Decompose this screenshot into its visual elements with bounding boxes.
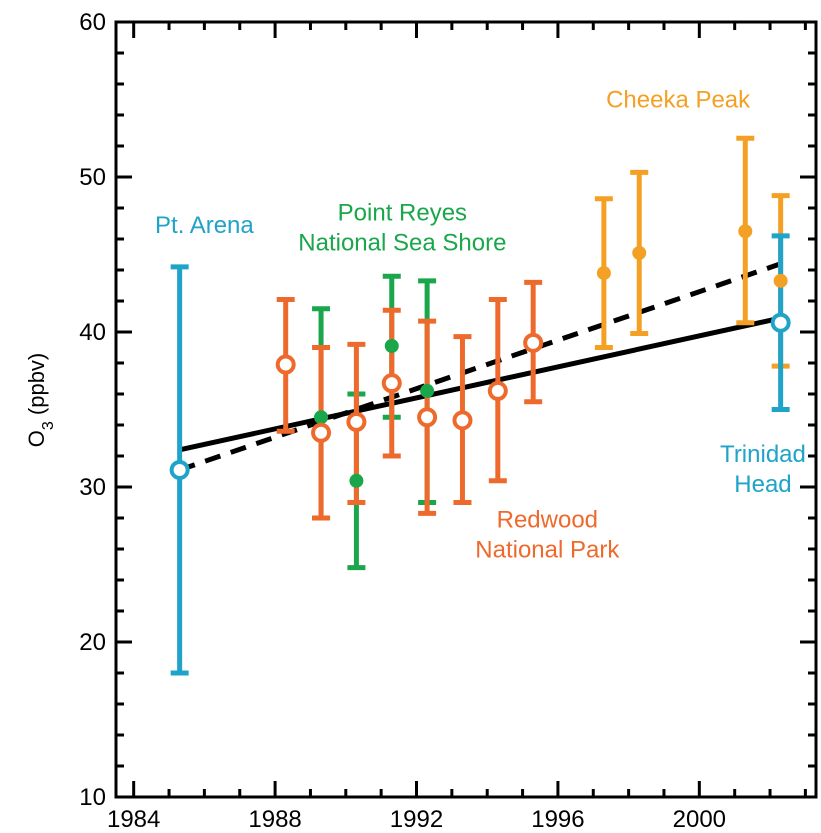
annotation-line: Cheeka Peak xyxy=(606,86,751,113)
point-reyes-national-sea-shore-point xyxy=(349,473,364,488)
annotation-line: National Park xyxy=(475,536,620,563)
point-reyes-national-sea-shore-point xyxy=(314,410,329,425)
redwood-national-park-point xyxy=(346,411,367,432)
redwood-national-park-point xyxy=(523,332,544,353)
annotation-line: Pt. Arena xyxy=(155,212,254,239)
redwood-national-park-point xyxy=(381,373,402,394)
trend-line-dashed xyxy=(178,261,782,473)
annotation-redwood-national-park: Redwood National Park xyxy=(475,506,620,563)
annotations-group: Pt. Arena Point Reyes National Sea Shore Ch… xyxy=(155,86,806,563)
redwood-national-park-point xyxy=(487,380,508,401)
data-points-group xyxy=(169,224,791,488)
y-axis-title: O3 (ppbv) xyxy=(24,353,57,448)
annotation-trinidad-head: Trinidad Head xyxy=(720,441,806,498)
annotation-point-reyes-national-sea-shore: Point Reyes National Sea Shore xyxy=(298,199,506,256)
x-tick-label: 1996 xyxy=(531,806,584,833)
tick-labels-group: 10 20 30 40 50 60 1984 1988 1992 1996 2000 xyxy=(79,9,726,833)
y-axis-title-main: O xyxy=(24,430,49,447)
cheeka-peak-point xyxy=(773,273,788,288)
cheeka-peak-point xyxy=(632,245,647,260)
y-tick-label: 10 xyxy=(79,784,106,811)
redwood-national-park-point xyxy=(311,422,332,443)
cheeka-peak-point xyxy=(596,266,611,281)
pt-arena-point xyxy=(169,459,190,480)
trend-line-solid xyxy=(179,315,782,453)
y-tick-label: 20 xyxy=(79,629,106,656)
y-tick-label: 40 xyxy=(79,319,106,346)
annotation-line: Trinidad xyxy=(720,441,806,468)
annotation-line: National Sea Shore xyxy=(298,229,506,256)
annotation-line: Point Reyes xyxy=(338,199,467,226)
annotation-cheeka-peak: Cheeka Peak xyxy=(606,86,751,113)
axes-group xyxy=(114,20,818,799)
x-tick-label: 2000 xyxy=(673,806,726,833)
x-tick-label: 1992 xyxy=(390,806,443,833)
point-reyes-national-sea-shore-point xyxy=(420,383,435,398)
y-tick-label: 50 xyxy=(79,164,106,191)
point-reyes-national-sea-shore-point xyxy=(384,338,399,353)
trinidad-head-point xyxy=(770,312,791,333)
annotation-line: Redwood xyxy=(497,506,598,533)
y-tick-label: 30 xyxy=(79,474,106,501)
annotation-pt-arena: Pt. Arena xyxy=(155,212,254,239)
redwood-national-park-point xyxy=(452,410,473,431)
x-tick-label: 1988 xyxy=(248,806,301,833)
annotation-line: Head xyxy=(734,471,791,498)
cheeka-peak-point xyxy=(738,224,753,239)
plot-frame xyxy=(114,20,818,799)
y-axis-title-suffix: (ppbv) xyxy=(24,353,49,421)
trend-lines-group xyxy=(178,261,782,473)
y-axis-title-subscript: 3 xyxy=(40,421,57,430)
error-bars-group xyxy=(170,135,790,676)
y-tick-label: 60 xyxy=(79,9,106,36)
redwood-national-park-point xyxy=(417,407,438,428)
x-tick-label: 1984 xyxy=(107,806,160,833)
redwood-national-park-point xyxy=(275,354,296,375)
